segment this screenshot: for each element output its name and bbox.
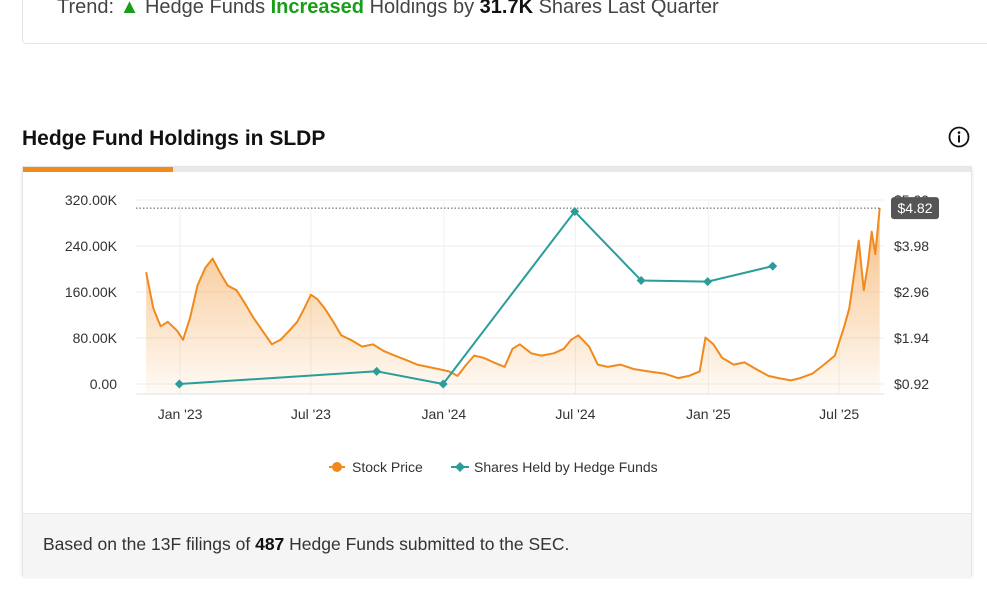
trend-line: Trend: ▲ Hedge Funds Increased Holdings … [57, 0, 719, 19]
right-tick-label: $3.98 [894, 238, 929, 254]
holdings-point [174, 379, 184, 389]
holdings-point [768, 261, 778, 271]
stock-price-area [146, 208, 880, 394]
right-tick-label: $2.96 [894, 284, 929, 300]
holdings-point [438, 379, 448, 389]
right-tick-label: $1.94 [894, 330, 929, 346]
legend-label: Stock Price [352, 459, 423, 475]
left-tick-label: 80.00K [73, 330, 118, 346]
footer-suffix: Hedge Funds submitted to the SEC. [289, 534, 570, 554]
left-tick-label: 160.00K [65, 284, 118, 300]
axis-layer: 320.00K240.00K160.00K80.00K0.00$5.00$3.9… [65, 192, 939, 422]
card-top-bar-accent [23, 167, 173, 172]
x-tick-label: Jan '24 [422, 406, 467, 422]
info-icon[interactable] [948, 126, 970, 148]
section-title: Hedge Fund Holdings in SLDP [22, 127, 326, 150]
x-tick-label: Jul '24 [555, 406, 595, 422]
legend-swatch-marker [332, 462, 342, 472]
holdings-card: 320.00K240.00K160.00K80.00K0.00$5.00$3.9… [22, 166, 972, 577]
footer-count: 487 [255, 534, 285, 554]
legend-swatch-marker [455, 462, 465, 472]
x-tick-label: Jul '23 [291, 406, 331, 422]
holdings-point [570, 207, 580, 216]
legend-layer: Stock Price Shares Held by Hedge Funds [329, 459, 658, 475]
legend-item-holdings: Shares Held by Hedge Funds [451, 459, 658, 475]
current-price-label: $4.82 [897, 200, 932, 216]
holdings-point [372, 366, 382, 376]
card-footer: Based on the 13F filings of 487 Hedge Fu… [23, 513, 971, 577]
stock-price-line [145, 208, 881, 382]
trend-box: Trend: ▲ Hedge Funds Increased Holdings … [22, 0, 987, 44]
trend-prefix: Trend: [57, 0, 115, 18]
holdings-point [703, 277, 713, 287]
x-tick-label: Jul '25 [819, 406, 859, 422]
holdings-chart: 320.00K240.00K160.00K80.00K0.00$5.00$3.9… [65, 192, 939, 475]
trend-amount: 31.7K [479, 0, 534, 18]
x-tick-label: Jan '25 [686, 406, 731, 422]
footer-text: Based on the 13F filings of 487 Hedge Fu… [43, 534, 569, 555]
trend-up-arrow-icon: ▲ [119, 0, 140, 18]
card-top-bar [23, 167, 971, 172]
current-price-badge [891, 197, 939, 220]
x-tick-label: Jan '23 [158, 406, 203, 422]
line-layer [136, 207, 881, 389]
left-tick-label: 240.00K [65, 238, 118, 254]
trend-text-a: Hedge Funds [144, 0, 266, 18]
left-tick-label: 320.00K [65, 192, 118, 208]
left-tick-label: 0.00 [90, 376, 117, 392]
right-tick-label: $0.92 [894, 376, 929, 392]
price-area-layer [146, 208, 880, 394]
trend-text-b: Holdings by [369, 0, 475, 18]
legend-label: Shares Held by Hedge Funds [474, 459, 658, 475]
holdings-point [636, 276, 646, 285]
footer-prefix: Based on the 13F filings of [43, 534, 251, 554]
trend-text-c: Shares Last Quarter [538, 0, 719, 18]
legend-item-stock-price: Stock Price [329, 459, 423, 475]
trend-direction: Increased [270, 0, 365, 18]
